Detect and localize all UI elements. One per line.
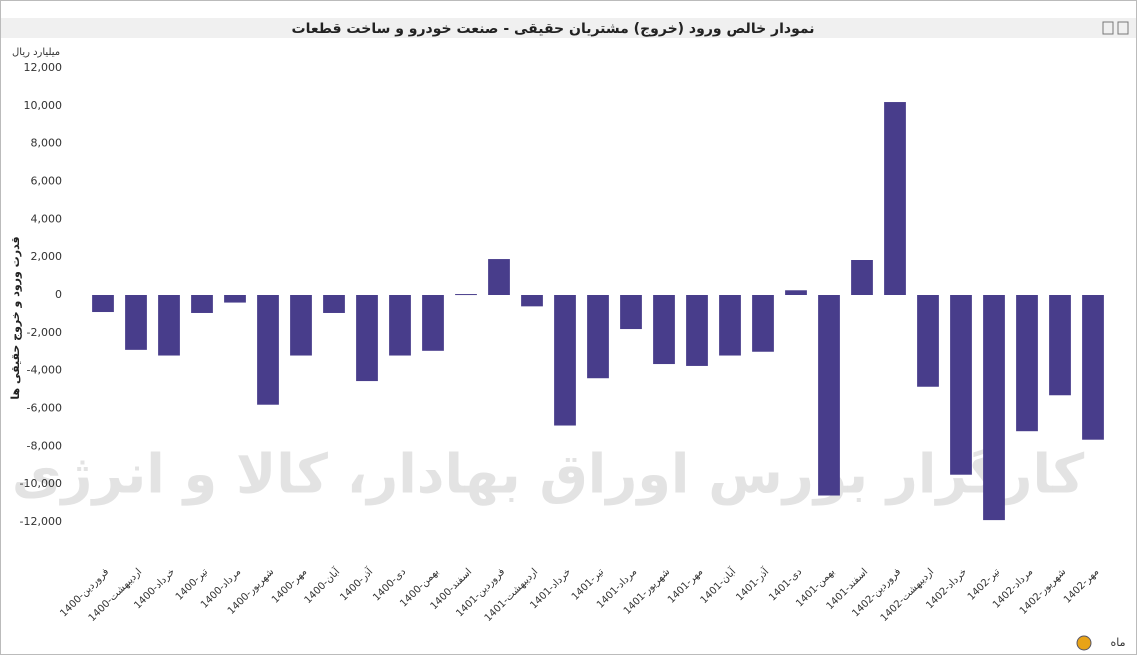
bar (1082, 295, 1104, 440)
bar (488, 259, 510, 295)
title-bar (1, 18, 1136, 38)
y-tick-label: 10,000 (24, 99, 63, 112)
bar (158, 295, 180, 356)
y-tick-label: 12,000 (24, 61, 63, 74)
bar (389, 295, 411, 356)
y-tick-label: -8,000 (27, 439, 62, 452)
excel-icon[interactable] (1117, 21, 1129, 35)
y-tick-label: 6,000 (31, 175, 63, 188)
bar (92, 295, 114, 313)
y-tick-label: -2,000 (27, 326, 62, 339)
bar (1016, 295, 1038, 432)
bar (224, 295, 246, 303)
y-tick-label: -12,000 (20, 515, 62, 528)
bar (620, 295, 642, 330)
bar (818, 295, 840, 496)
bar (191, 295, 213, 313)
bar (356, 295, 378, 382)
bar (785, 290, 807, 295)
bar (125, 295, 147, 350)
bar (950, 295, 972, 475)
y-tick-label: -10,000 (20, 477, 62, 490)
bar (521, 295, 543, 307)
bar (884, 102, 906, 295)
bar (587, 295, 609, 379)
bar (917, 295, 939, 387)
y-tick-label: -4,000 (27, 364, 62, 377)
unit-label: میلیارد ریال (12, 47, 60, 58)
y-axis-title: قدرت ورود و خروج حقیقی ها (9, 236, 23, 399)
bar (719, 295, 741, 356)
bar (422, 295, 444, 351)
x-axis-title: ماه (1110, 636, 1125, 649)
y-tick-label: 4,000 (31, 212, 63, 225)
bar (290, 295, 312, 356)
export-icon[interactable] (1102, 21, 1114, 35)
y-tick-label: -6,000 (27, 402, 62, 415)
bar (257, 295, 279, 405)
bar (653, 295, 675, 365)
bar (1049, 295, 1071, 396)
bar (752, 295, 774, 352)
bar (554, 295, 576, 426)
bar (983, 295, 1005, 521)
bar (455, 294, 477, 296)
refresh-icon[interactable] (1076, 635, 1092, 651)
bar (323, 295, 345, 313)
bar (686, 295, 708, 366)
y-tick-label: 0 (55, 288, 62, 301)
watermark: کارگزار بورس اوراق بهادار، کالا و انرژی (12, 443, 1085, 506)
chart-title: نمودار خالص ورود (خروج) مشتریان حقیقی - … (292, 21, 815, 37)
y-tick-label: 2,000 (31, 250, 63, 263)
y-tick-label: 8,000 (31, 137, 63, 150)
bar (851, 260, 873, 295)
